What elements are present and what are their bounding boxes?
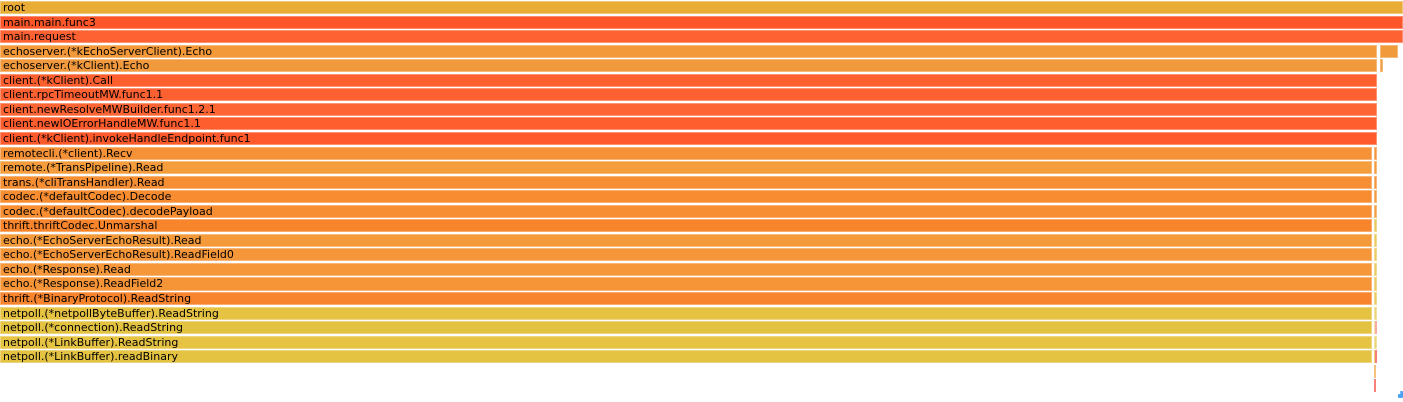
flame-frame-sliver[interactable] <box>1375 321 1377 335</box>
flame-frame-sliver[interactable] <box>1373 219 1377 233</box>
flame-frame-sliver[interactable] <box>1373 292 1377 306</box>
flame-frame-sliver[interactable] <box>1374 350 1377 364</box>
frame-label: main.main.func3 <box>3 15 96 29</box>
flame-frame-netpoll-connection-readstring[interactable]: netpoll.(*connection).ReadString <box>0 321 1372 335</box>
frame-label: main.request <box>3 30 76 44</box>
flame-frame-sliver[interactable] <box>1373 175 1377 189</box>
frame-label: netpoll.(*connection).ReadString <box>3 321 184 335</box>
frame-label: client.newResolveMWBuilder.func1.2.1 <box>3 102 216 116</box>
frame-label: client.(*kClient).Call <box>3 73 114 87</box>
flame-frame-sliver[interactable] <box>1373 262 1377 276</box>
flame-frame-remotecli-client-recv[interactable]: remotecli.(*client).Recv <box>0 146 1372 160</box>
flame-frame-codec-defaultcodec-decodepayload[interactable]: codec.(*defaultCodec).decodePayload <box>0 204 1372 218</box>
frame-label: client.newIOErrorHandleMW.func1.1 <box>3 117 201 131</box>
frame-label: remote.(*TransPipeline).Read <box>3 161 164 175</box>
frame-label: echo.(*Response).Read <box>3 262 131 276</box>
flame-frame-client-kclient-invokehandleendpoint-func1[interactable]: client.(*kClient).invokeHandleEndpoint.f… <box>0 131 1377 146</box>
frame-label: trans.(*cliTransHandler).Read <box>3 175 165 189</box>
flame-frame-sliver[interactable] <box>1379 44 1398 58</box>
flame-frame-sliver[interactable] <box>1379 59 1383 73</box>
frame-label: echoserver.(*kClient).Echo <box>3 59 150 73</box>
flame-frame-netpoll-linkbuffer-readstring[interactable]: netpoll.(*LinkBuffer).ReadString <box>0 335 1372 349</box>
flame-frame-netpoll-netpollbytebuffer-readstring[interactable]: netpoll.(*netpollByteBuffer).ReadString <box>0 306 1372 320</box>
flame-frame-trans-clitranshandler-read[interactable]: trans.(*cliTransHandler).Read <box>0 175 1372 189</box>
flame-frame-sliver[interactable] <box>1373 379 1377 393</box>
flame-frame-sliver[interactable] <box>1373 364 1377 378</box>
frame-label: codec.(*defaultCodec).decodePayload <box>3 204 213 218</box>
frame-label: root <box>3 1 26 14</box>
flame-frame-client-newioerrorhandlemw-func1-1[interactable]: client.newIOErrorHandleMW.func1.1 <box>0 117 1377 131</box>
flame-frame-sliver[interactable] <box>1373 248 1377 262</box>
frame-label: remotecli.(*client).Recv <box>3 146 133 160</box>
flame-frame-client-newresolvemwbuilder-func1-2-1[interactable]: client.newResolveMWBuilder.func1.2.1 <box>0 102 1377 116</box>
flame-frame-echo-response-readfield2[interactable]: echo.(*Response).ReadField2 <box>0 277 1372 291</box>
frame-label: client.rpcTimeoutMW.func1.1 <box>3 88 164 102</box>
flame-frame-echo-echoserverechoresult-read[interactable]: echo.(*EchoServerEchoResult).Read <box>0 233 1372 247</box>
flame-frame-thrift-thriftcodec-unmarshal[interactable]: thrift.thriftCodec.Unmarshal <box>0 219 1372 233</box>
frame-label: echo.(*Response).ReadField2 <box>3 277 164 291</box>
flame-frame-sliver[interactable] <box>1373 277 1377 291</box>
flame-frame-echoserver-kclient-echo[interactable]: echoserver.(*kClient).Echo <box>0 59 1377 73</box>
flame-frame-main-request[interactable]: main.request <box>0 30 1403 44</box>
frame-label: echoserver.(*kEchoServerClient).Echo <box>3 44 213 58</box>
flame-frame-sliver[interactable] <box>1373 321 1376 335</box>
flame-frame-echo-echoserverechoresult-readfield0[interactable]: echo.(*EchoServerEchoResult).ReadField0 <box>0 248 1372 262</box>
frame-label: codec.(*defaultCodec).Decode <box>3 190 172 204</box>
flame-frame-client-kclient-call[interactable]: client.(*kClient).Call <box>0 73 1377 87</box>
frame-label: netpoll.(*LinkBuffer).readBinary <box>3 350 178 364</box>
frame-label: echo.(*EchoServerEchoResult).ReadField0 <box>3 248 234 262</box>
frame-label: client.(*kClient).invokeHandleEndpoint.f… <box>3 131 251 145</box>
frame-label: netpoll.(*LinkBuffer).ReadString <box>3 335 179 349</box>
frame-label: echo.(*EchoServerEchoResult).Read <box>3 233 202 247</box>
flame-frame-sliver[interactable] <box>1373 306 1377 320</box>
flame-frame-sliver[interactable] <box>1373 190 1377 204</box>
frame-label: thrift.(*BinaryProtocol).ReadString <box>3 292 192 305</box>
flame-frame-sliver[interactable] <box>1373 233 1377 247</box>
flame-frame-sliver[interactable] <box>1373 146 1377 160</box>
flame-frame-sliver[interactable] <box>1373 350 1375 364</box>
flame-frame-sliver[interactable] <box>1373 204 1377 218</box>
flame-frame-sliver[interactable] <box>1373 161 1377 175</box>
flame-frame-thrift-binaryprotocol-readstring[interactable]: thrift.(*BinaryProtocol).ReadString <box>0 292 1372 306</box>
flame-frame-root[interactable]: root <box>0 1 1403 15</box>
frame-label: thrift.thriftCodec.Unmarshal <box>3 219 158 233</box>
flame-frame-main-main-func3[interactable]: main.main.func3 <box>0 15 1403 29</box>
flame-frame-client-rpctimeoutmw-func1-1[interactable]: client.rpcTimeoutMW.func1.1 <box>0 88 1377 102</box>
flame-frame-sliver[interactable] <box>1373 335 1377 349</box>
blue-indicator <box>1398 390 1403 398</box>
flame-frame-echo-response-read[interactable]: echo.(*Response).Read <box>0 262 1372 276</box>
flame-frame-netpoll-linkbuffer-readbinary[interactable]: netpoll.(*LinkBuffer).readBinary <box>0 350 1372 364</box>
flame-frame-remote-transpipeline-read[interactable]: remote.(*TransPipeline).Read <box>0 161 1372 175</box>
flame-frame-echoserver-kechoserverclient-echo[interactable]: echoserver.(*kEchoServerClient).Echo <box>0 44 1377 58</box>
frame-label: netpoll.(*netpollByteBuffer).ReadString <box>3 306 219 320</box>
flame-frame-codec-defaultcodec-decode[interactable]: codec.(*defaultCodec).Decode <box>0 190 1372 204</box>
